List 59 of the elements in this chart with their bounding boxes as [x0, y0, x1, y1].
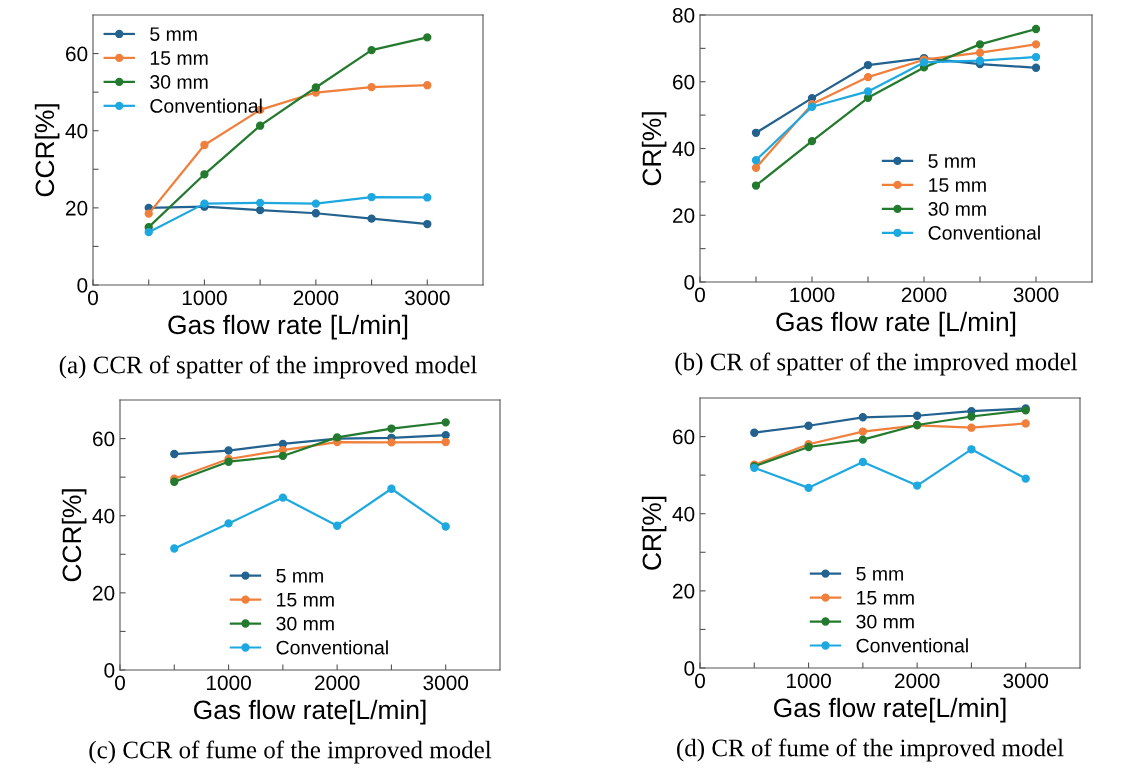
x-tick-label: 2000: [901, 287, 947, 303]
y-tick-label: 60: [673, 429, 695, 445]
x-axis-title: Gas flow rate[L/min]: [194, 699, 426, 725]
x-tick-label: 1000: [790, 287, 835, 303]
x-axis-title: Gas flow rate [L/min]: [776, 311, 1016, 337]
y-tick-label: 20: [673, 583, 695, 599]
x-tick-label: 0: [115, 675, 125, 691]
legend-label: 30 mm: [928, 202, 986, 216]
x-tick-label: 3000: [404, 290, 450, 306]
x-tick-label: 2000: [895, 673, 940, 689]
y-axis-title: CR[%]: [641, 496, 667, 570]
y-tick-label: 80: [672, 8, 695, 23]
legend-label: 15 mm: [857, 591, 914, 605]
y-tick-label: 40: [92, 508, 115, 524]
legend-label: Conventional: [276, 640, 388, 655]
legend-label: 15 mm: [150, 51, 208, 65]
legend-label: Conventional: [928, 225, 1040, 240]
legend-label: 30 mm: [856, 614, 914, 629]
y-axis-title: CCR[%]: [61, 489, 87, 582]
x-tick-label: 1000: [182, 290, 227, 306]
x-tick-label: 3000: [1003, 673, 1049, 689]
legend-label: 30 mm: [276, 616, 334, 631]
y-tick-label: 60: [673, 74, 695, 90]
legend-label: 15 mm: [929, 178, 986, 192]
x-tick-label: 0: [695, 673, 705, 689]
y-tick-label: 20: [66, 200, 88, 216]
legend-label: 5 mm: [928, 154, 975, 168]
text: (a) CCR of spatter of the improved model: [59, 355, 477, 379]
y-tick-label: 60: [93, 431, 115, 447]
y-tick-label: 0: [684, 661, 695, 676]
legend-label: 5 mm: [150, 27, 197, 41]
x-axis-title: Gas flow rate[L/min]: [774, 697, 1006, 723]
y-tick-label: 60: [66, 46, 88, 62]
x-axis-title: Gas flow rate [L/min]: [168, 314, 408, 340]
x-tick-label: 3000: [423, 675, 469, 691]
y-tick-label: 0: [104, 663, 115, 678]
x-tick-label: 1000: [786, 673, 831, 689]
y-tick-label: 20: [93, 585, 115, 601]
text: (b) CR of spatter of the improved model: [675, 352, 1078, 376]
text: (d) CR of fume of the improved model: [677, 738, 1064, 762]
y-tick-label: 40: [672, 141, 695, 157]
x-tick-label: 3000: [1013, 287, 1059, 303]
x-tick-label: 0: [695, 287, 705, 303]
text: (c) CCR of fume of the improved model: [89, 740, 492, 764]
x-tick-label: 2000: [315, 675, 360, 691]
y-tick-label: 20: [673, 208, 695, 223]
legend-label: 5 mm: [276, 569, 323, 583]
y-axis-title: CCR[%]: [34, 104, 60, 197]
x-tick-label: 2000: [293, 290, 339, 306]
y-tick-label: 0: [684, 275, 695, 290]
legend-label: Conventional: [856, 638, 968, 653]
x-tick-label: 1000: [206, 675, 251, 691]
legend-label: 30 mm: [150, 75, 208, 89]
y-tick-label: 40: [672, 506, 695, 522]
y-axis-title: CR[%]: [641, 112, 667, 186]
legend-label: 15 mm: [277, 593, 334, 607]
legend-label: 5 mm: [856, 567, 903, 581]
legend-label: Conventional: [150, 98, 262, 113]
y-tick-label: 40: [65, 123, 88, 139]
